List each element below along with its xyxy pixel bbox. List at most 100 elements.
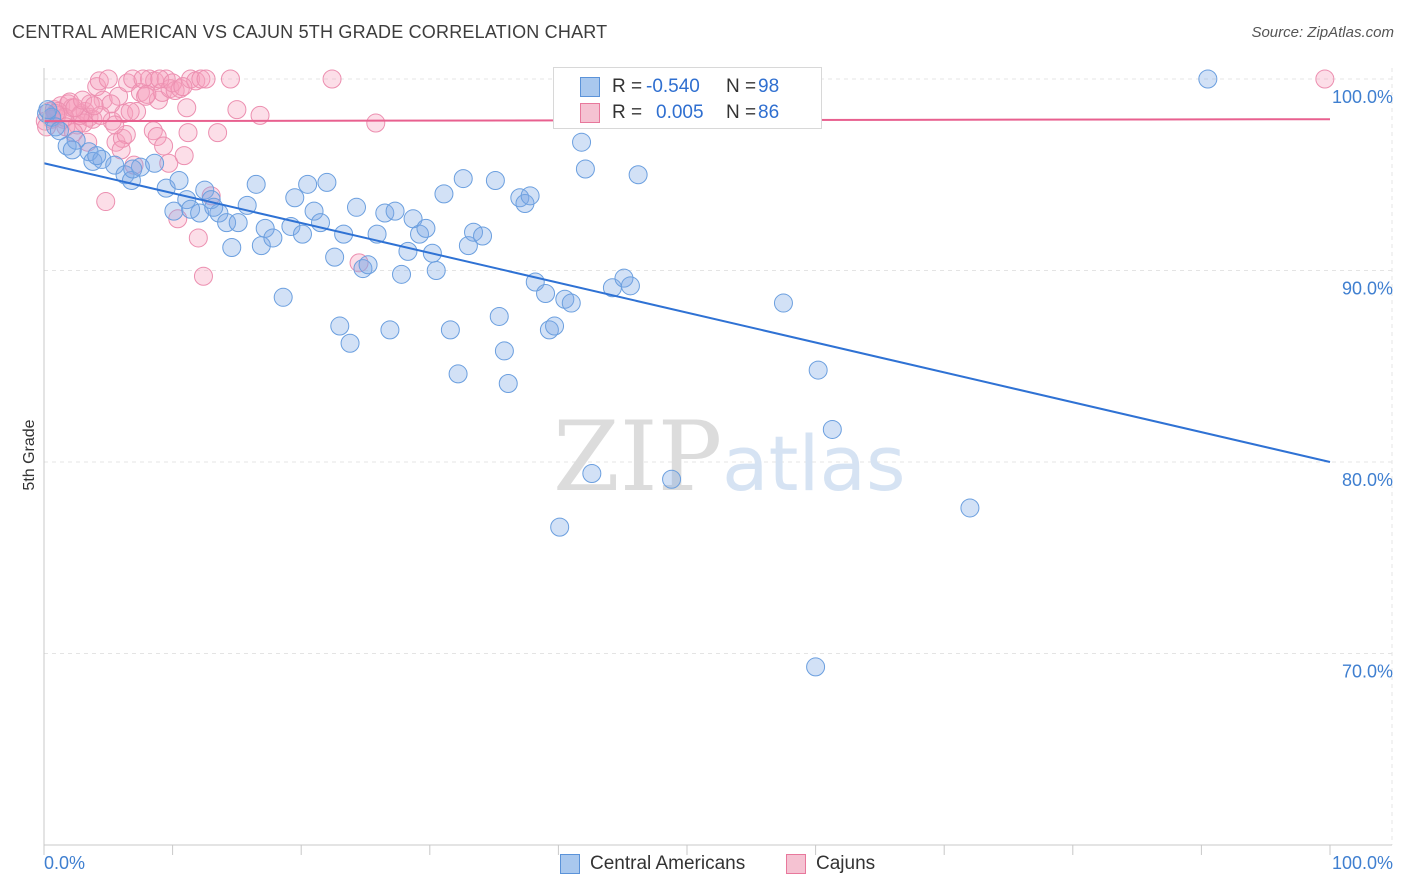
point-central-americans — [66, 130, 86, 150]
point-central-americans — [123, 159, 143, 179]
y-tick-label: 70.0% — [1342, 662, 1393, 682]
point-central-americans — [358, 255, 378, 275]
legend-r-label: R = — [612, 76, 643, 97]
trend-line-central-americans — [43, 162, 1331, 463]
legend-r-label: R = — [612, 102, 643, 123]
point-central-americans — [263, 228, 283, 248]
point-cajuns — [154, 136, 174, 156]
point-central-americans — [572, 132, 592, 152]
y-tick-label: 90.0% — [1342, 279, 1393, 299]
x-tick-label: 0.0% — [44, 853, 85, 873]
point-cajuns — [118, 73, 138, 93]
point-central-americans — [398, 241, 418, 261]
x-tick-label: 100.0% — [1332, 853, 1393, 873]
point-central-americans — [960, 498, 980, 518]
point-cajuns — [196, 69, 216, 89]
point-cajuns — [105, 115, 125, 135]
bottom-legend-swatch-blue — [560, 854, 580, 874]
point-central-americans — [380, 320, 400, 340]
point-central-americans — [62, 140, 82, 160]
point-central-americans — [340, 333, 360, 353]
bottom-legend-swatch-pink — [786, 854, 806, 874]
point-central-americans — [145, 153, 165, 173]
point-central-americans — [434, 184, 454, 204]
point-cajuns — [227, 100, 247, 120]
point-central-americans — [298, 174, 318, 194]
point-central-americans — [773, 293, 793, 313]
point-cajuns — [193, 266, 213, 286]
point-central-americans — [416, 218, 436, 238]
point-central-americans — [105, 155, 125, 175]
point-cajuns — [78, 132, 98, 152]
point-cajuns — [170, 79, 190, 99]
point-central-americans — [561, 293, 581, 313]
point-cajuns — [133, 69, 153, 89]
y-tick-label: 100.0% — [1332, 87, 1393, 107]
point-cajuns — [120, 102, 140, 122]
point-cajuns — [208, 123, 228, 143]
point-cajuns — [96, 192, 116, 212]
point-central-americans — [57, 136, 77, 156]
point-cajuns — [91, 105, 111, 125]
legend-r-value: -0.540 — [646, 76, 700, 97]
source-label: Source: ZipAtlas.com — [1251, 24, 1394, 41]
point-central-americans — [662, 469, 682, 489]
point-central-americans — [582, 463, 602, 483]
point-central-americans — [485, 170, 505, 190]
point-cajuns — [73, 90, 93, 110]
point-cajuns — [163, 73, 183, 93]
point-central-americans — [353, 259, 373, 279]
point-central-americans — [575, 159, 595, 179]
point-central-americans — [346, 197, 366, 217]
point-central-americans — [325, 247, 345, 267]
point-central-americans — [494, 341, 514, 361]
y-axis-title: 5th Grade — [21, 419, 38, 490]
point-central-americans — [304, 201, 324, 221]
point-cajuns — [1315, 69, 1335, 89]
point-central-americans — [808, 360, 828, 380]
point-central-americans — [453, 169, 473, 189]
watermark-atlas: atlas — [722, 419, 906, 508]
y-tick-label: 80.0% — [1342, 470, 1393, 490]
point-cajuns — [84, 96, 104, 116]
point-cajuns — [191, 69, 211, 89]
bottom-legend-central-americans[interactable]: Central Americans — [560, 852, 745, 876]
point-central-americans — [255, 218, 275, 238]
point-central-americans — [385, 201, 405, 221]
point-cajuns — [109, 86, 129, 106]
point-cajuns — [322, 69, 342, 89]
point-cajuns — [178, 123, 198, 143]
point-central-americans — [539, 320, 559, 340]
point-central-americans — [473, 226, 493, 246]
chart-title: CENTRAL AMERICAN VS CAJUN 5TH GRADE CORR… — [12, 22, 608, 42]
point-central-americans — [217, 213, 237, 233]
point-cajuns — [220, 69, 240, 89]
point-cajuns — [159, 153, 179, 173]
points — [35, 69, 1335, 677]
point-central-americans — [92, 149, 112, 169]
point-central-americans — [164, 201, 184, 221]
point-central-americans — [246, 174, 266, 194]
point-central-americans — [87, 146, 107, 166]
point-cajuns — [147, 126, 167, 146]
point-central-americans — [130, 157, 150, 177]
point-central-americans — [440, 320, 460, 340]
point-central-americans — [620, 276, 640, 296]
point-central-americans — [489, 306, 509, 326]
point-cajuns — [65, 98, 85, 118]
point-central-americans — [169, 170, 189, 190]
point-central-americans — [38, 100, 58, 120]
point-central-americans — [520, 186, 540, 206]
point-central-americans — [498, 373, 518, 393]
legend-box: R = -0.540 N = 98 R = 0.005 N = 86 — [553, 67, 822, 129]
point-cajuns — [137, 84, 157, 104]
point-central-americans — [806, 657, 826, 677]
point-cajuns — [150, 69, 170, 89]
point-central-americans — [536, 283, 556, 303]
point-central-americans — [222, 238, 242, 258]
point-central-americans — [195, 180, 215, 200]
bottom-legend-cajuns[interactable]: Cajuns — [786, 852, 875, 876]
point-central-americans — [448, 364, 468, 384]
point-central-americans — [614, 268, 634, 288]
